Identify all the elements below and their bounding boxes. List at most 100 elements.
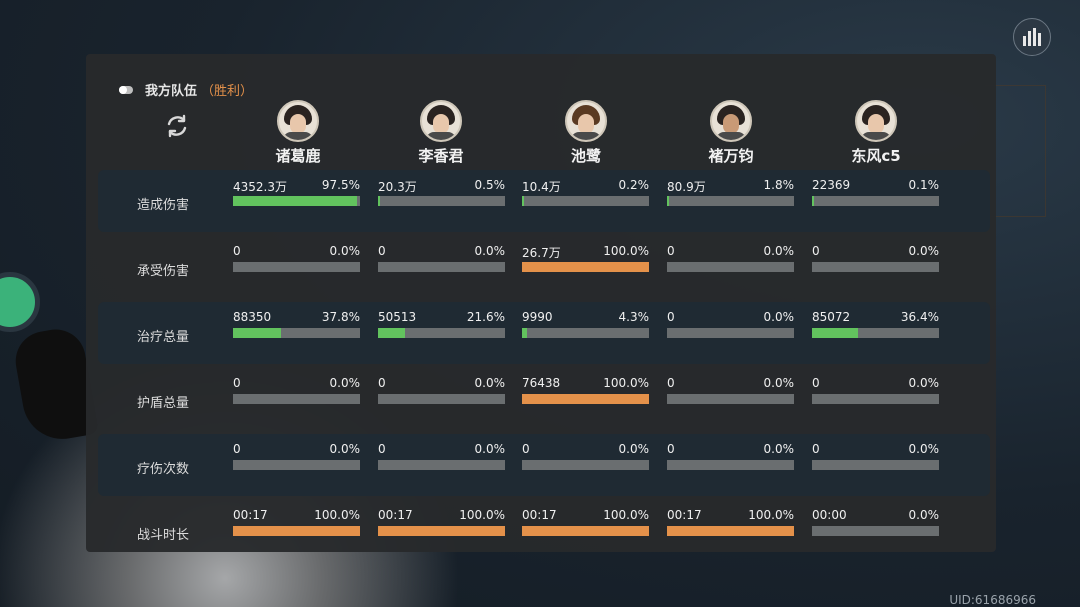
stat-value: 26.7万 (522, 246, 561, 260)
stat-cell: 50513 21.6% (378, 310, 505, 342)
progress-bar-track (667, 526, 794, 536)
hero-avatar (277, 100, 319, 142)
stat-cell: 88350 37.8% (233, 310, 360, 342)
progress-bar-track (378, 394, 505, 404)
stat-value: 9990 (522, 310, 553, 324)
stat-value: 22369 (812, 178, 851, 192)
progress-bar-fill (667, 526, 794, 536)
progress-bar-track (233, 328, 360, 338)
stat-percent: 0.2% (618, 178, 650, 192)
stats-toggle-button[interactable] (1013, 18, 1051, 56)
refresh-icon[interactable] (163, 112, 191, 140)
hero-avatar (565, 100, 607, 142)
stat-cell: 10.4万 0.2% (522, 178, 649, 210)
stat-value: 20.3万 (378, 180, 417, 194)
stat-cell: 0 0.0% (378, 244, 505, 276)
stat-value: 88350 (233, 310, 272, 324)
uid-label: UID:61686966 (949, 593, 1036, 607)
progress-bar-fill (812, 328, 859, 338)
stat-row-healing-count: 疗伤次数 0 0.0% 0 0.0% 0 0.0% 0 0.0% 0 0.0% (98, 434, 990, 496)
stat-value: 0 (667, 442, 675, 456)
stat-value: 00:17 (378, 508, 413, 522)
progress-bar-track (812, 394, 939, 404)
progress-bar-fill (233, 328, 281, 338)
stat-row-total-healing: 治疗总量 88350 37.8% 50513 21.6% 9990 4.3% 0 0.0% 850… (98, 302, 990, 364)
stat-percent: 0.0% (329, 442, 361, 456)
bar-chart-icon (1023, 28, 1041, 46)
hero-column-5[interactable]: 东风c5 (816, 100, 936, 166)
stat-percent: 0.0% (908, 244, 940, 258)
stat-row-damage-dealt: 造成伤害 4352.3万 97.5% 20.3万 0.5% 10.4万 0.2% 80.9万 1… (98, 170, 990, 232)
hero-column-3[interactable]: 池鹭 (526, 100, 646, 166)
stat-cell: 0 0.0% (667, 442, 794, 474)
progress-bar-track (522, 196, 649, 206)
progress-bar-track (667, 196, 794, 206)
stat-cell: 0 0.0% (522, 442, 649, 474)
stat-value: 4352.3万 (233, 180, 287, 194)
stat-percent: 0.0% (474, 442, 506, 456)
stat-value: 00:00 (812, 508, 847, 522)
stat-cell: 0 0.0% (233, 244, 360, 276)
progress-bar-fill (522, 394, 649, 404)
stat-percent: 0.0% (474, 376, 506, 390)
stat-cell: 9990 4.3% (522, 310, 649, 342)
stat-percent: 0.0% (908, 442, 940, 456)
progress-bar-track (522, 328, 649, 338)
stat-value: 80.9万 (667, 180, 706, 194)
stat-percent: 100.0% (748, 508, 794, 522)
progress-bar-track (378, 328, 505, 338)
stat-cell: 0 0.0% (233, 442, 360, 474)
progress-bar-track (667, 328, 794, 338)
stat-value: 00:17 (233, 508, 268, 522)
stat-value: 0 (378, 244, 386, 258)
progress-bar-fill (233, 196, 357, 206)
background-frame (985, 85, 1046, 217)
stat-percent: 0.0% (763, 244, 795, 258)
stat-percent: 4.3% (618, 310, 650, 324)
stat-label: 战斗时长 (137, 528, 190, 543)
stat-value: 0 (233, 244, 241, 258)
stat-cell: 0 0.0% (812, 244, 939, 276)
stat-percent: 0.0% (618, 442, 650, 456)
stat-value: 00:17 (522, 508, 557, 522)
stat-percent: 0.0% (908, 508, 940, 522)
battle-result-label: （胜利） (201, 84, 254, 99)
stat-percent: 100.0% (314, 508, 360, 522)
hero-column-2[interactable]: 李香君 (381, 100, 501, 166)
progress-bar-track (233, 196, 360, 206)
team-toggle-icon[interactable] (119, 85, 133, 94)
stat-percent: 0.0% (474, 244, 506, 258)
stat-cell: 00:17 100.0% (233, 508, 360, 540)
progress-bar-fill (378, 526, 505, 536)
progress-bar-track (378, 262, 505, 272)
stat-row-total-shield: 护盾总量 0 0.0% 0 0.0% 76438 100.0% 0 0.0% 0 0.0% (98, 368, 990, 430)
stat-cell: 0 0.0% (378, 442, 505, 474)
stat-value: 0 (378, 442, 386, 456)
stat-cell: 26.7万 100.0% (522, 244, 649, 276)
progress-bar-track (812, 526, 939, 536)
stat-cell: 0 0.0% (812, 376, 939, 408)
hero-name: 褚万钧 (708, 147, 754, 165)
stat-value: 0 (812, 244, 820, 258)
stat-percent: 0.0% (908, 376, 940, 390)
stat-row-damage-taken: 承受伤害 0 0.0% 0 0.0% 26.7万 100.0% 0 0.0% 0 0.0% (98, 236, 990, 298)
stat-value: 0 (812, 442, 820, 456)
progress-bar-fill (522, 262, 649, 272)
progress-bar-track (233, 262, 360, 272)
stat-label: 造成伤害 (137, 198, 190, 213)
team-label: 我方队伍 (145, 84, 198, 99)
hero-column-4[interactable]: 褚万钧 (671, 100, 791, 166)
battle-stats-panel: 我方队伍 （胜利） 诸葛鹿 李香君 池鹭 褚万钧 东风c5 造成伤害 4352.3… (86, 54, 996, 552)
stat-value: 0 (667, 310, 675, 324)
progress-bar-fill (667, 196, 670, 206)
stat-value: 0 (233, 376, 241, 390)
stat-percent: 100.0% (603, 508, 649, 522)
hero-name: 池鹭 (570, 147, 601, 165)
stat-percent: 97.5% (321, 178, 360, 192)
progress-bar-track (233, 460, 360, 470)
progress-bar-track (522, 460, 649, 470)
progress-bar-track (667, 394, 794, 404)
stat-value: 10.4万 (522, 180, 561, 194)
hero-avatar (420, 100, 462, 142)
hero-column-1[interactable]: 诸葛鹿 (238, 100, 358, 166)
